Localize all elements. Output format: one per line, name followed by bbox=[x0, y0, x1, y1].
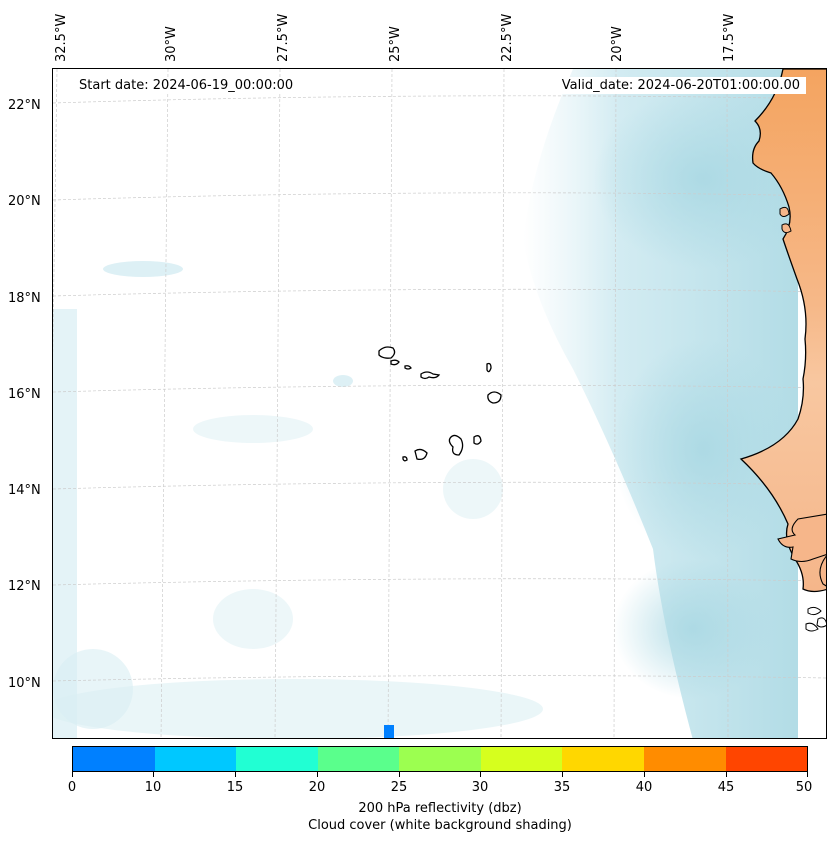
map-panel: Start date: 2024-06-19_00:00:00 Valid_da… bbox=[52, 68, 827, 739]
colorbar-subtitle: Cloud cover (white background shading) bbox=[308, 818, 572, 833]
graticule bbox=[53, 69, 826, 738]
lat-label-16n: 16°N bbox=[8, 387, 41, 402]
colorbar-segment bbox=[236, 747, 318, 771]
colorbar-segment bbox=[73, 747, 155, 771]
colorbar-tick bbox=[235, 772, 236, 777]
colorbar-tick-label: 45 bbox=[717, 780, 735, 795]
lat-label-14n: 14°N bbox=[8, 483, 41, 498]
colorbar-tick bbox=[726, 772, 727, 777]
colorbar-tick-label: 15 bbox=[226, 780, 244, 795]
colorbar-segment bbox=[480, 747, 563, 771]
lon-label-32-5w: 32.5°W bbox=[54, 13, 69, 62]
colorbar-segment bbox=[317, 747, 400, 771]
colorbar-segment bbox=[725, 747, 808, 771]
lon-label-17-5w: 17.5°W bbox=[722, 13, 737, 62]
cape-verde-islands bbox=[378, 346, 502, 462]
bissagos-islands bbox=[805, 606, 826, 632]
lat-label-18n: 18°N bbox=[8, 291, 41, 306]
map-canvas bbox=[53, 69, 826, 738]
colorbar-segment bbox=[643, 747, 726, 771]
lat-label-22n: 22°N bbox=[8, 98, 41, 113]
colorbar-tick-label: 0 bbox=[67, 780, 77, 795]
cloud-cover-shading bbox=[53, 69, 813, 738]
coast-islets bbox=[779, 206, 792, 234]
lon-label-22-5w: 22.5°W bbox=[500, 13, 515, 62]
colorbar-tick bbox=[807, 772, 808, 777]
start-date-label: Start date: 2024-06-19_00:00:00 bbox=[73, 77, 300, 94]
lon-label-25w: 25°W bbox=[388, 26, 403, 62]
colorbar-title: 200 hPa reflectivity (dbz) bbox=[358, 801, 522, 816]
lat-label-12n: 12°N bbox=[8, 579, 41, 594]
colorbar-tick-label: 35 bbox=[553, 780, 571, 795]
colorbar-tick-label: 10 bbox=[144, 780, 162, 795]
colorbar-tick-label: 25 bbox=[390, 780, 408, 795]
colorbar-segment bbox=[154, 747, 237, 771]
colorbar bbox=[72, 746, 808, 772]
colorbar-tick bbox=[317, 772, 318, 777]
lon-label-20w: 20°W bbox=[610, 26, 625, 62]
colorbar-tick bbox=[644, 772, 645, 777]
colorbar-tick-label: 30 bbox=[471, 780, 489, 795]
colorbar-tick-label: 20 bbox=[308, 780, 326, 795]
colorbar-tick bbox=[480, 772, 481, 777]
colorbar-segment bbox=[562, 747, 644, 771]
colorbar-tick bbox=[72, 772, 73, 777]
colorbar-tick bbox=[153, 772, 154, 777]
lat-label-10n: 10°N bbox=[8, 676, 41, 691]
valid-date-label: Valid_date: 2024-06-20T01:00:00.00 bbox=[555, 77, 806, 94]
colorbar-tick bbox=[562, 772, 563, 777]
colorbar-tick bbox=[399, 772, 400, 777]
guinea-coast-land bbox=[777, 513, 826, 587]
colorbar-segment bbox=[399, 747, 481, 771]
reflectivity-blip bbox=[384, 725, 394, 738]
lat-label-20n: 20°N bbox=[8, 194, 41, 209]
colorbar-tick-label: 40 bbox=[635, 780, 653, 795]
lon-label-30w: 30°W bbox=[164, 26, 179, 62]
colorbar-tick-label: 50 bbox=[795, 780, 813, 795]
lon-label-27-5w: 27.5°W bbox=[276, 13, 291, 62]
